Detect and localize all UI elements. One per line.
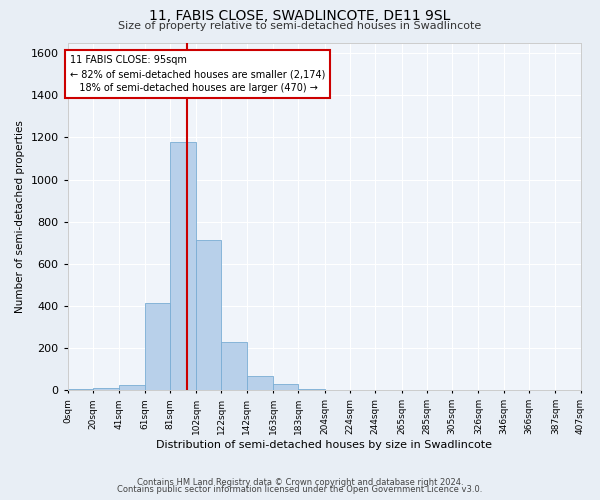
- Y-axis label: Number of semi-detached properties: Number of semi-detached properties: [15, 120, 25, 313]
- Bar: [145, 303, 170, 390]
- Bar: [247, 376, 273, 390]
- Bar: [119, 385, 145, 390]
- X-axis label: Distribution of semi-detached houses by size in Swadlincote: Distribution of semi-detached houses by …: [156, 440, 492, 450]
- Text: 11, FABIS CLOSE, SWADLINCOTE, DE11 9SL: 11, FABIS CLOSE, SWADLINCOTE, DE11 9SL: [149, 9, 451, 23]
- Text: Contains public sector information licensed under the Open Government Licence v3: Contains public sector information licen…: [118, 485, 482, 494]
- Bar: [196, 240, 221, 390]
- Text: 11 FABIS CLOSE: 95sqm
← 82% of semi-detached houses are smaller (2,174)
   18% o: 11 FABIS CLOSE: 95sqm ← 82% of semi-deta…: [70, 55, 326, 93]
- Bar: [93, 388, 119, 390]
- Bar: [170, 142, 196, 390]
- Text: Size of property relative to semi-detached houses in Swadlincote: Size of property relative to semi-detach…: [118, 21, 482, 31]
- Bar: [273, 384, 298, 390]
- Text: Contains HM Land Registry data © Crown copyright and database right 2024.: Contains HM Land Registry data © Crown c…: [137, 478, 463, 487]
- Bar: [221, 342, 247, 390]
